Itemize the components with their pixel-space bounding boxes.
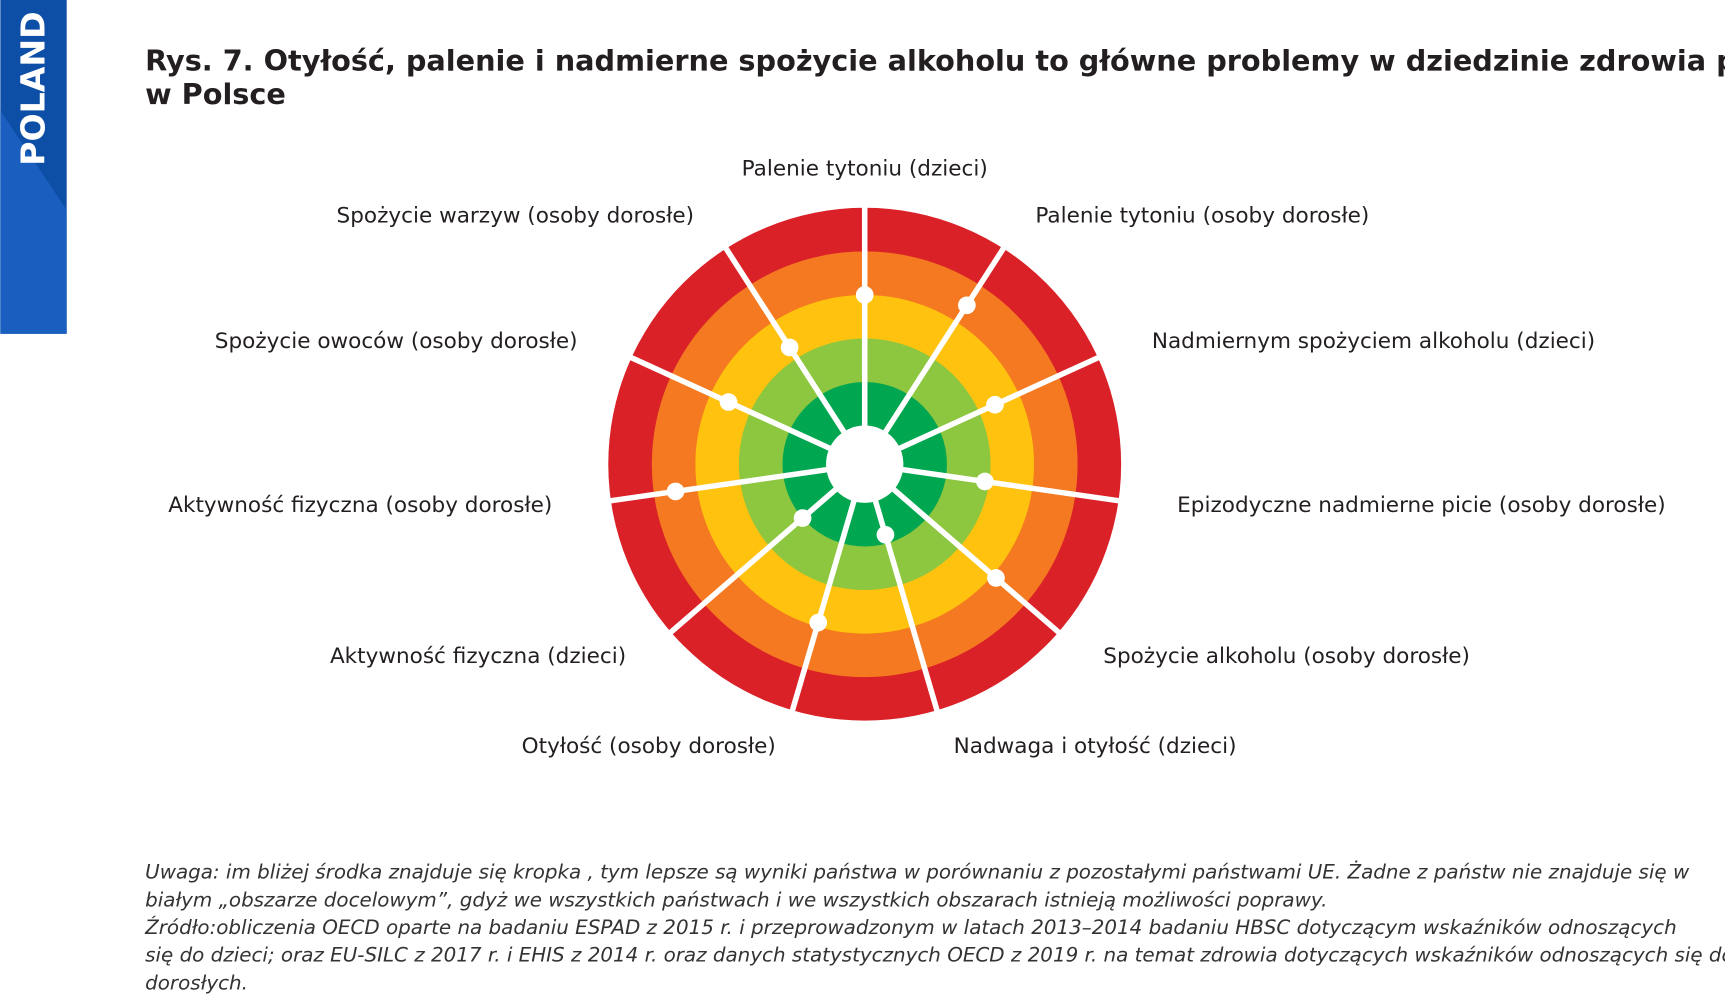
category-label: Aktywność fizyczna (dzieci) (330, 644, 626, 669)
category-label: Spożycie alkoholu (osoby dorosłe) (1103, 644, 1470, 669)
category-label: Nadwaga i otyłość (dzieci) (954, 734, 1237, 759)
title-line: w Polsce (145, 77, 286, 111)
chart: Palenie tytoniu (dzieci) Palenie tytoniu … (168, 157, 1665, 759)
note-line: białym „obszarze docelowym”, gdyż we wsz… (145, 888, 1327, 911)
spoke (862, 462, 1063, 637)
category-label: Spożycie warzyw (osoby dorosłe) (337, 203, 694, 228)
center (826, 425, 904, 503)
note-line: Uwaga: im bliżej środka znajduje się kro… (145, 861, 1690, 884)
spoke (788, 463, 868, 715)
marker (666, 482, 685, 501)
note-line: się do dzieci; oraz EU-SILC z 2017 r. i … (145, 944, 1725, 967)
marker (809, 613, 828, 632)
spoke (862, 244, 1008, 466)
spoke (666, 462, 867, 637)
marker (987, 569, 1005, 587)
category-label: Otyłość (osoby dorosłe) (522, 734, 776, 759)
sidebar-accent (0, 110, 67, 334)
marker (958, 296, 976, 315)
marker (876, 525, 895, 544)
note-line: Źródło:obliczenia OECD oparte na badaniu… (144, 916, 1677, 939)
category-label: Epizodyczne nadmierne picie (osoby doros… (1177, 493, 1665, 518)
spoke (721, 244, 868, 466)
category-label: Aktywność fizyczna (osoby dorosłe) (168, 493, 552, 518)
category-label: Palenie tytoniu (osoby dorosłe) (1035, 203, 1369, 228)
marker (719, 393, 738, 411)
spoke (863, 353, 1103, 467)
marker (793, 509, 812, 527)
spoke (627, 353, 866, 467)
spoke (607, 461, 866, 504)
marker (986, 395, 1004, 414)
marker (780, 338, 799, 357)
title-line: Rys. 7. Otyłość, palenie i nadmierne spo… (145, 44, 1725, 78)
spoke (862, 463, 941, 715)
note-line: dorosłych. (145, 971, 248, 994)
category-label: Palenie tytoniu (dzieci) (742, 157, 988, 182)
category-label: Nadmiernym spożyciem alkoholu (dzieci) (1152, 329, 1595, 354)
marker (855, 286, 874, 304)
sidebar-label: POLAND (14, 11, 53, 165)
category-label: Spożycie owoców (osoby dorosłe) (215, 329, 578, 354)
marker (976, 472, 994, 491)
